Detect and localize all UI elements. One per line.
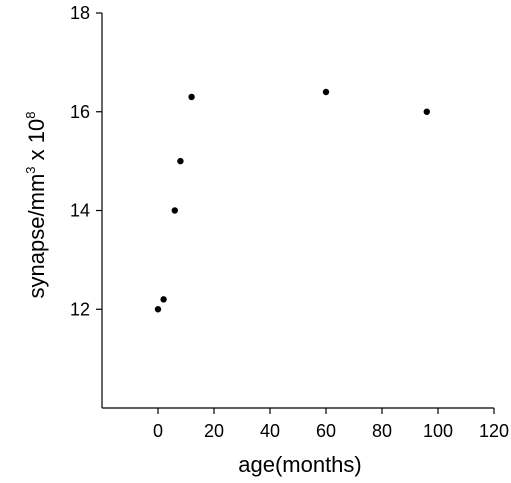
data-point (188, 93, 195, 101)
y-axis-title: synapse/mm3 x 108 (23, 112, 49, 299)
x-tick-label: 40 (260, 421, 280, 441)
data-points (154, 88, 430, 313)
axes (101, 13, 494, 409)
x-tick-label: 100 (423, 421, 453, 441)
y-tick-label: 18 (70, 3, 90, 23)
y-axis-title-exp-8: 8 (23, 112, 38, 119)
data-point (177, 157, 184, 165)
x-tick-label: 60 (316, 421, 336, 441)
x-axis-title: age(months) (238, 452, 362, 477)
x-tick-label: 0 (153, 421, 163, 441)
data-point (171, 207, 178, 214)
y-ticks: 12 14 16 18 (70, 3, 102, 319)
x-tick-label: 80 (372, 421, 392, 441)
y-tick-label: 12 (70, 299, 90, 319)
y-tick-label: 16 (70, 102, 90, 122)
y-axis-title-unit: synapse/mm (24, 174, 49, 299)
data-point (423, 108, 430, 115)
x-ticks: 0 20 40 60 80 100 120 (153, 408, 509, 441)
y-axis-title-exp-3: 3 (23, 166, 38, 173)
y-axis-title-mult: x 10 (24, 119, 49, 167)
x-tick-label: 120 (479, 421, 509, 441)
data-point (160, 296, 167, 303)
data-point (154, 306, 162, 313)
x-tick-label: 20 (204, 421, 224, 441)
y-tick-label: 14 (70, 201, 90, 221)
data-point (322, 88, 330, 96)
